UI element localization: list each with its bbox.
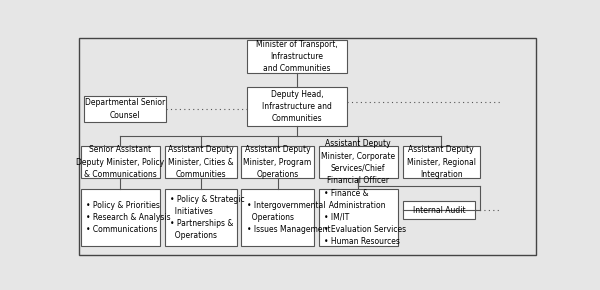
Text: • Policy & Priorities
• Research & Analysis
• Communications: • Policy & Priorities • Research & Analy…	[86, 201, 171, 234]
Text: Minister of Transport,
Infrastructure
and Communities: Minister of Transport, Infrastructure an…	[256, 40, 338, 73]
Text: Senior Assistant
Deputy Minister, Policy
& Communications: Senior Assistant Deputy Minister, Policy…	[76, 145, 164, 179]
Text: Internal Audit: Internal Audit	[413, 206, 465, 215]
FancyBboxPatch shape	[165, 146, 237, 178]
Text: Assistant Deputy
Minister, Cities &
Communities: Assistant Deputy Minister, Cities & Comm…	[168, 145, 233, 179]
Text: • Intergovernmental
  Operations
• Issues Management: • Intergovernmental Operations • Issues …	[247, 201, 331, 234]
Text: Departmental Senior
Counsel: Departmental Senior Counsel	[85, 99, 165, 119]
FancyBboxPatch shape	[165, 189, 237, 246]
Text: • Policy & Strategic
  Initiatives
• Partnerships &
  Operations: • Policy & Strategic Initiatives • Partn…	[170, 195, 245, 240]
FancyBboxPatch shape	[403, 146, 479, 178]
FancyBboxPatch shape	[247, 87, 347, 126]
Text: Deputy Head,
Infrastructure and
Communities: Deputy Head, Infrastructure and Communit…	[262, 90, 332, 124]
FancyBboxPatch shape	[84, 96, 166, 122]
FancyBboxPatch shape	[241, 189, 314, 246]
FancyBboxPatch shape	[247, 40, 347, 73]
FancyBboxPatch shape	[80, 146, 160, 178]
Text: Assistant Deputy
Minister, Regional
Integration: Assistant Deputy Minister, Regional Inte…	[407, 145, 476, 179]
Text: • Finance &
  Administration
• IM/IT
• Evaluation Services
• Human Resources: • Finance & Administration • IM/IT • Eva…	[324, 188, 406, 246]
Text: Assistant Deputy
Minister, Program
Operations: Assistant Deputy Minister, Program Opera…	[244, 145, 311, 179]
FancyBboxPatch shape	[241, 146, 314, 178]
FancyBboxPatch shape	[80, 189, 160, 246]
FancyBboxPatch shape	[403, 201, 475, 219]
Text: Assistant Deputy
Minister, Corporate
Services/Chief
Financial Officer: Assistant Deputy Minister, Corporate Ser…	[321, 139, 395, 185]
FancyBboxPatch shape	[319, 146, 398, 178]
FancyBboxPatch shape	[319, 189, 398, 246]
